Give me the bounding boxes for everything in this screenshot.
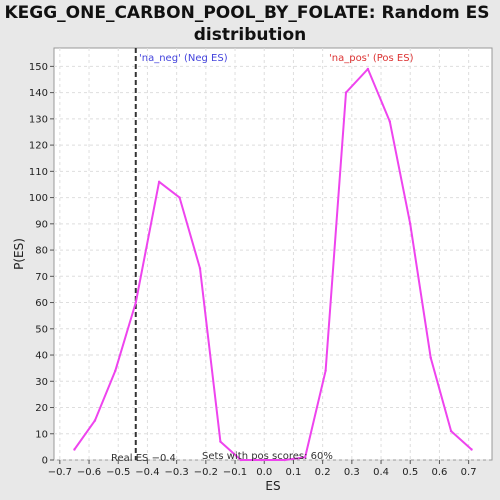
- data-point: [303, 456, 307, 459]
- plot-area: [53, 47, 493, 461]
- x-tick-label: −0.6: [77, 467, 101, 478]
- y-tick-label: 30: [35, 377, 48, 388]
- y-tick-label: 60: [35, 298, 48, 309]
- y-tick-label: 110: [29, 167, 48, 178]
- x-tick-label: 0.5: [402, 467, 418, 478]
- y-tick-label: 20: [35, 403, 48, 414]
- real-es-label: Real ES −0.4: [111, 453, 176, 464]
- x-axis-label: ES: [265, 479, 280, 493]
- chart-title-line-1: KEGG_ONE_CARBON_POOL_BY_FOLATE: Random E…: [4, 3, 489, 23]
- y-tick-label: 140: [29, 88, 48, 99]
- x-tick-label: −0.2: [194, 467, 218, 478]
- y-tick-label: 150: [29, 62, 48, 73]
- x-tick-label: 0.4: [373, 467, 389, 478]
- data-point: [324, 369, 327, 372]
- data-point: [157, 180, 161, 184]
- data-point: [73, 448, 76, 451]
- data-point: [219, 440, 222, 443]
- chart-title-line-2: distribution: [194, 25, 306, 45]
- annotation-layer: 'na_neg' (Neg ES) 'na_pos' (Pos ES) Real…: [111, 53, 414, 464]
- x-tick-label: 0.1: [285, 467, 301, 478]
- y-tick-label: 100: [29, 193, 48, 204]
- data-point: [178, 196, 181, 199]
- y-tick-label: 40: [35, 351, 48, 362]
- y-tick-label: 0: [42, 456, 48, 467]
- y-tick-label: 50: [35, 324, 48, 335]
- axis-layer: 0 10 20 30 40 50 60 70 80 90 100 110 120 130 140 150 −0.…: [29, 62, 477, 478]
- data-point: [470, 448, 473, 451]
- pos-es-label: 'na_pos' (Pos ES): [329, 53, 414, 64]
- x-tick-label: 0.3: [344, 467, 360, 478]
- x-tick-label: 0.2: [315, 467, 331, 478]
- x-tick-label: −0.7: [48, 467, 72, 478]
- data-point: [260, 458, 263, 462]
- data-point: [134, 301, 137, 304]
- data-point: [198, 267, 202, 270]
- data-point: [409, 222, 412, 226]
- data-point: [93, 419, 97, 422]
- data-point: [239, 458, 243, 462]
- x-tick-label: 0.7: [461, 467, 477, 478]
- x-tick-label: −0.4: [135, 467, 159, 478]
- data-point: [114, 369, 117, 372]
- data-point: [388, 120, 391, 123]
- y-tick-label: 70: [35, 272, 48, 283]
- data-point: [449, 429, 453, 433]
- y-tick-label: 120: [29, 141, 48, 152]
- x-tick-label: −0.5: [106, 467, 130, 478]
- data-point: [283, 458, 286, 462]
- x-tick-label: 0.6: [431, 467, 447, 478]
- y-tick-label: 90: [35, 219, 48, 230]
- x-tick-label: 0.0: [256, 467, 272, 478]
- sets-pos-scores-label: Sets with pos scores: 60%: [202, 451, 333, 462]
- series-line: [73, 68, 473, 461]
- y-tick-label: 80: [35, 246, 48, 257]
- y-axis-label: P(ES): [12, 238, 26, 270]
- y-tick-label: 130: [29, 114, 48, 125]
- neg-es-label: 'na_neg' (Neg ES): [139, 53, 228, 64]
- x-tick-label: −0.3: [164, 467, 188, 478]
- data-point: [366, 67, 370, 71]
- data-point: [429, 356, 432, 359]
- data-point: [344, 91, 348, 94]
- y-tick-label: 10: [35, 429, 48, 440]
- series-layer: [73, 48, 473, 462]
- x-tick-label: −0.1: [223, 467, 247, 478]
